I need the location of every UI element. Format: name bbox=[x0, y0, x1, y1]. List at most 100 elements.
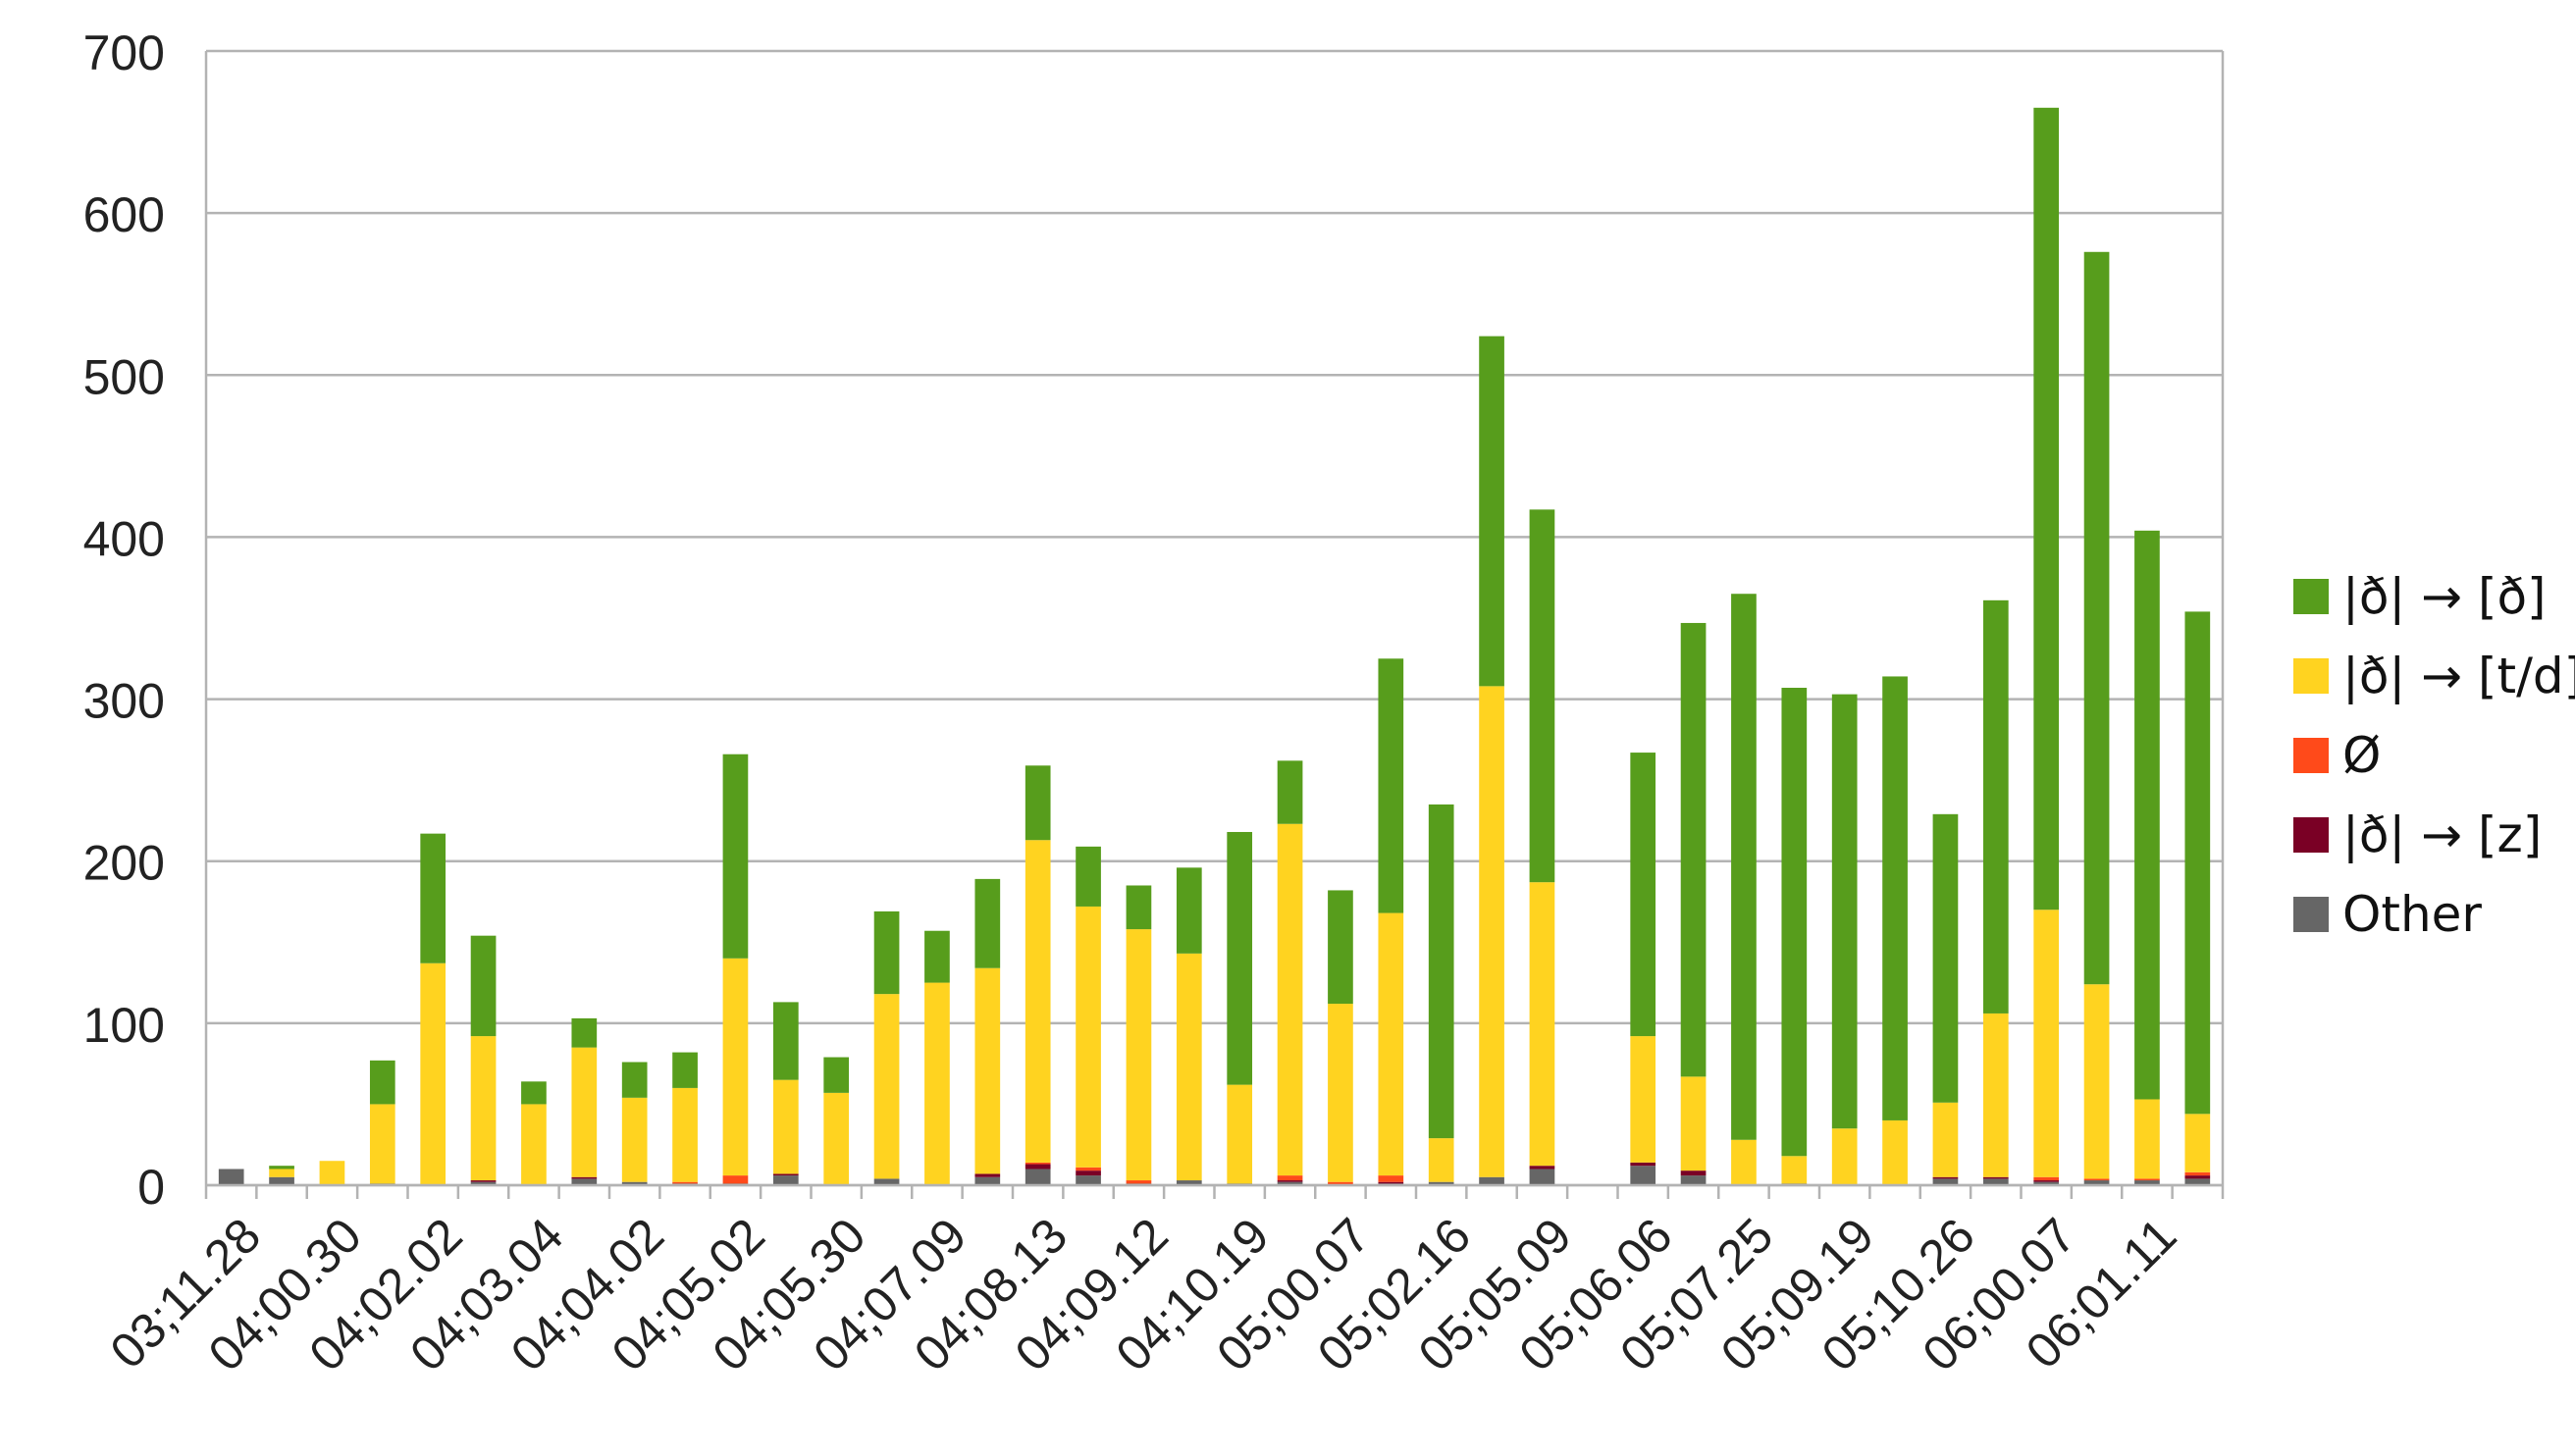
bar-segment bbox=[470, 1180, 497, 1182]
bar-segment bbox=[1479, 686, 1504, 1177]
legend-swatch bbox=[2293, 817, 2329, 853]
bar-segment bbox=[1378, 912, 1404, 1176]
y-tick-label: 700 bbox=[83, 26, 165, 80]
bar-segment bbox=[621, 1062, 648, 1098]
bar-segment bbox=[269, 1169, 294, 1177]
bar-segment bbox=[2184, 611, 2211, 1115]
bar-segment bbox=[1982, 1013, 2009, 1177]
bar-segment bbox=[1176, 1180, 1202, 1185]
bar-segment bbox=[319, 1161, 345, 1185]
bar-segment bbox=[1630, 753, 1656, 1037]
bar-segment bbox=[1680, 1170, 1707, 1176]
y-tick-label: 500 bbox=[83, 349, 165, 404]
legend-swatch bbox=[2293, 658, 2329, 694]
bar-segment bbox=[823, 1092, 850, 1185]
bar-segment bbox=[1831, 694, 1858, 1129]
bar-segment bbox=[470, 1036, 497, 1181]
bar-segment bbox=[369, 1104, 395, 1184]
legend-label: |ð| → [t/d] bbox=[2342, 648, 2575, 704]
bar-segment bbox=[1328, 1004, 1353, 1182]
legend-label: |ð| → [z] bbox=[2342, 806, 2542, 863]
bar-segment bbox=[1479, 1176, 1504, 1185]
bar-segment bbox=[1176, 953, 1202, 1181]
bar-segment bbox=[772, 1173, 799, 1176]
legend: |ð| → [ð] |ð| → [t/d] Ø |ð| → [z] Other bbox=[2293, 568, 2575, 943]
bar-segment bbox=[1378, 1181, 1404, 1184]
bar-segment bbox=[1932, 1102, 1959, 1177]
bar-segment bbox=[1630, 1162, 1656, 1167]
y-tick-label: 600 bbox=[83, 187, 165, 242]
bar-segment bbox=[974, 878, 1001, 968]
bar-segment bbox=[873, 994, 900, 1179]
bar-segment bbox=[2134, 530, 2160, 1100]
bar-segment bbox=[1328, 1181, 1353, 1185]
bar-segment bbox=[974, 1173, 1001, 1177]
bar-segment bbox=[1428, 1181, 1454, 1185]
bar-segment bbox=[420, 833, 447, 963]
bar-segment bbox=[722, 958, 749, 1176]
bar-segment bbox=[1630, 1166, 1656, 1185]
bar-segment bbox=[2033, 107, 2060, 910]
bar-segment bbox=[672, 1052, 698, 1088]
bar-segment bbox=[1277, 1181, 1303, 1185]
bar-segment bbox=[1378, 1175, 1404, 1182]
bar-segment bbox=[924, 982, 950, 1185]
bar-segment bbox=[2083, 984, 2110, 1179]
bar-segment bbox=[1831, 1128, 1858, 1185]
bar-segment bbox=[1126, 1180, 1152, 1184]
bar-segment bbox=[1277, 823, 1303, 1176]
bar-segment bbox=[1982, 1176, 2009, 1179]
bar-segment bbox=[1277, 1175, 1303, 1181]
legend-label: Other bbox=[2342, 886, 2482, 943]
bars bbox=[218, 107, 2211, 1185]
bar-segment bbox=[1479, 336, 1504, 687]
bar-segment bbox=[1932, 813, 1959, 1103]
bar-segment bbox=[1428, 1138, 1454, 1182]
bar-segment bbox=[1680, 1076, 1707, 1171]
bar-segment bbox=[722, 754, 749, 959]
bar-segment bbox=[1227, 1084, 1253, 1184]
y-tick-label: 300 bbox=[83, 674, 165, 729]
bar-segment bbox=[470, 935, 497, 1037]
bar-segment bbox=[1680, 1175, 1707, 1185]
bar-segment bbox=[2184, 1175, 2211, 1179]
bar-segment bbox=[772, 1175, 799, 1185]
bar-segment bbox=[1025, 765, 1051, 841]
y-tick-label: 100 bbox=[83, 998, 165, 1053]
bar-segment bbox=[823, 1057, 850, 1093]
bar-segment bbox=[1277, 760, 1303, 824]
legend-swatch bbox=[2293, 897, 2329, 932]
bar-segment bbox=[1227, 831, 1253, 1085]
legend-swatch bbox=[2293, 738, 2329, 773]
bar-segment bbox=[2033, 910, 2060, 1177]
bar-segment bbox=[269, 1166, 294, 1170]
bar-segment bbox=[621, 1097, 648, 1182]
bar-segment bbox=[2033, 1180, 2060, 1182]
bar-segment bbox=[1781, 688, 1808, 1157]
bar-segment bbox=[873, 1178, 900, 1185]
bar-segment bbox=[1328, 890, 1353, 1005]
bar-segment bbox=[2033, 1181, 2060, 1185]
bar-segment bbox=[974, 967, 1001, 1174]
bar-segment bbox=[1076, 1175, 1101, 1185]
bar-segment bbox=[1932, 1176, 1959, 1179]
bar-segment bbox=[722, 1175, 749, 1184]
bar-segment bbox=[2083, 1180, 2110, 1185]
bar-segment bbox=[1025, 1164, 1051, 1170]
bar-segment bbox=[571, 1047, 598, 1177]
bar-segment bbox=[2184, 1178, 2211, 1185]
bar-segment bbox=[974, 1176, 1001, 1185]
bar-segment bbox=[1781, 1156, 1808, 1184]
bar-segment bbox=[1076, 906, 1101, 1168]
bar-segment bbox=[1126, 885, 1152, 930]
bar-segment bbox=[1882, 1119, 1908, 1185]
bar-segment bbox=[1982, 599, 2009, 1014]
bar-segment bbox=[2184, 1171, 2211, 1176]
legend-label: |ð| → [ð] bbox=[2342, 568, 2547, 625]
bar-segment bbox=[470, 1181, 497, 1185]
bar-segment bbox=[1529, 882, 1555, 1167]
y-tick-label: 0 bbox=[137, 1160, 165, 1215]
bar-segment bbox=[1076, 1170, 1101, 1176]
bar-segment bbox=[2033, 1176, 2060, 1181]
